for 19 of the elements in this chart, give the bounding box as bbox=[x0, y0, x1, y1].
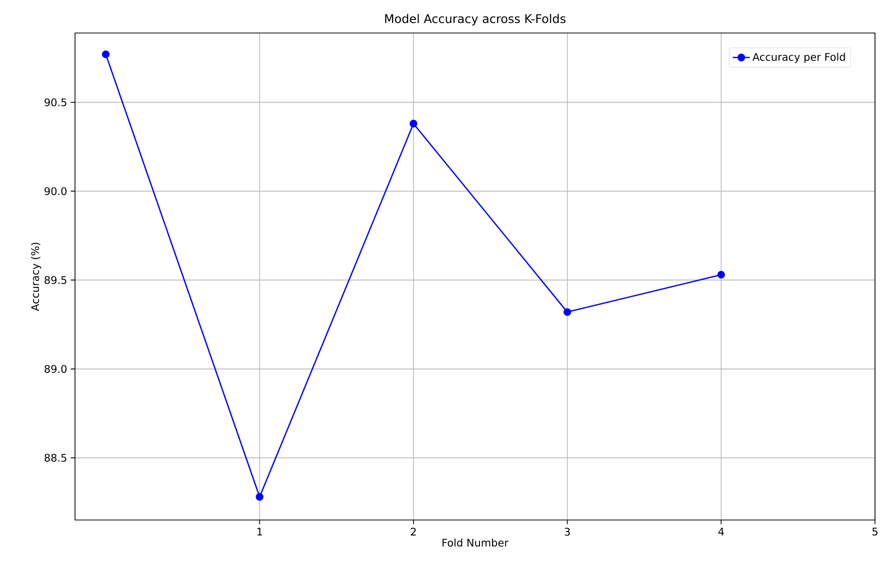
legend-label: Accuracy per Fold bbox=[752, 52, 845, 63]
point bbox=[410, 120, 418, 128]
y-axis-title: Accuracy (%) bbox=[30, 242, 42, 312]
point bbox=[563, 308, 572, 316]
chart-title: Model Accuracy across K-Folds bbox=[385, 14, 566, 26]
point bbox=[256, 493, 264, 501]
y-tick-label: 88.5 bbox=[44, 454, 66, 462]
point bbox=[102, 50, 110, 58]
y-tick-label: 90.5 bbox=[44, 98, 66, 106]
x-tick-label: 4 bbox=[718, 528, 724, 536]
x-axis-title: Fold Number bbox=[442, 538, 508, 547]
x-tick-label: 2 bbox=[410, 528, 416, 536]
x-tick-label: 3 bbox=[564, 528, 570, 536]
x-tick-label: 5 bbox=[872, 528, 878, 536]
y-tick-label: 89.5 bbox=[44, 276, 66, 284]
y-tick-label: 89.0 bbox=[44, 364, 67, 373]
x-tick-label: 1 bbox=[257, 528, 262, 536]
point bbox=[717, 270, 725, 279]
y-tick-label: 90.0 bbox=[44, 187, 67, 196]
